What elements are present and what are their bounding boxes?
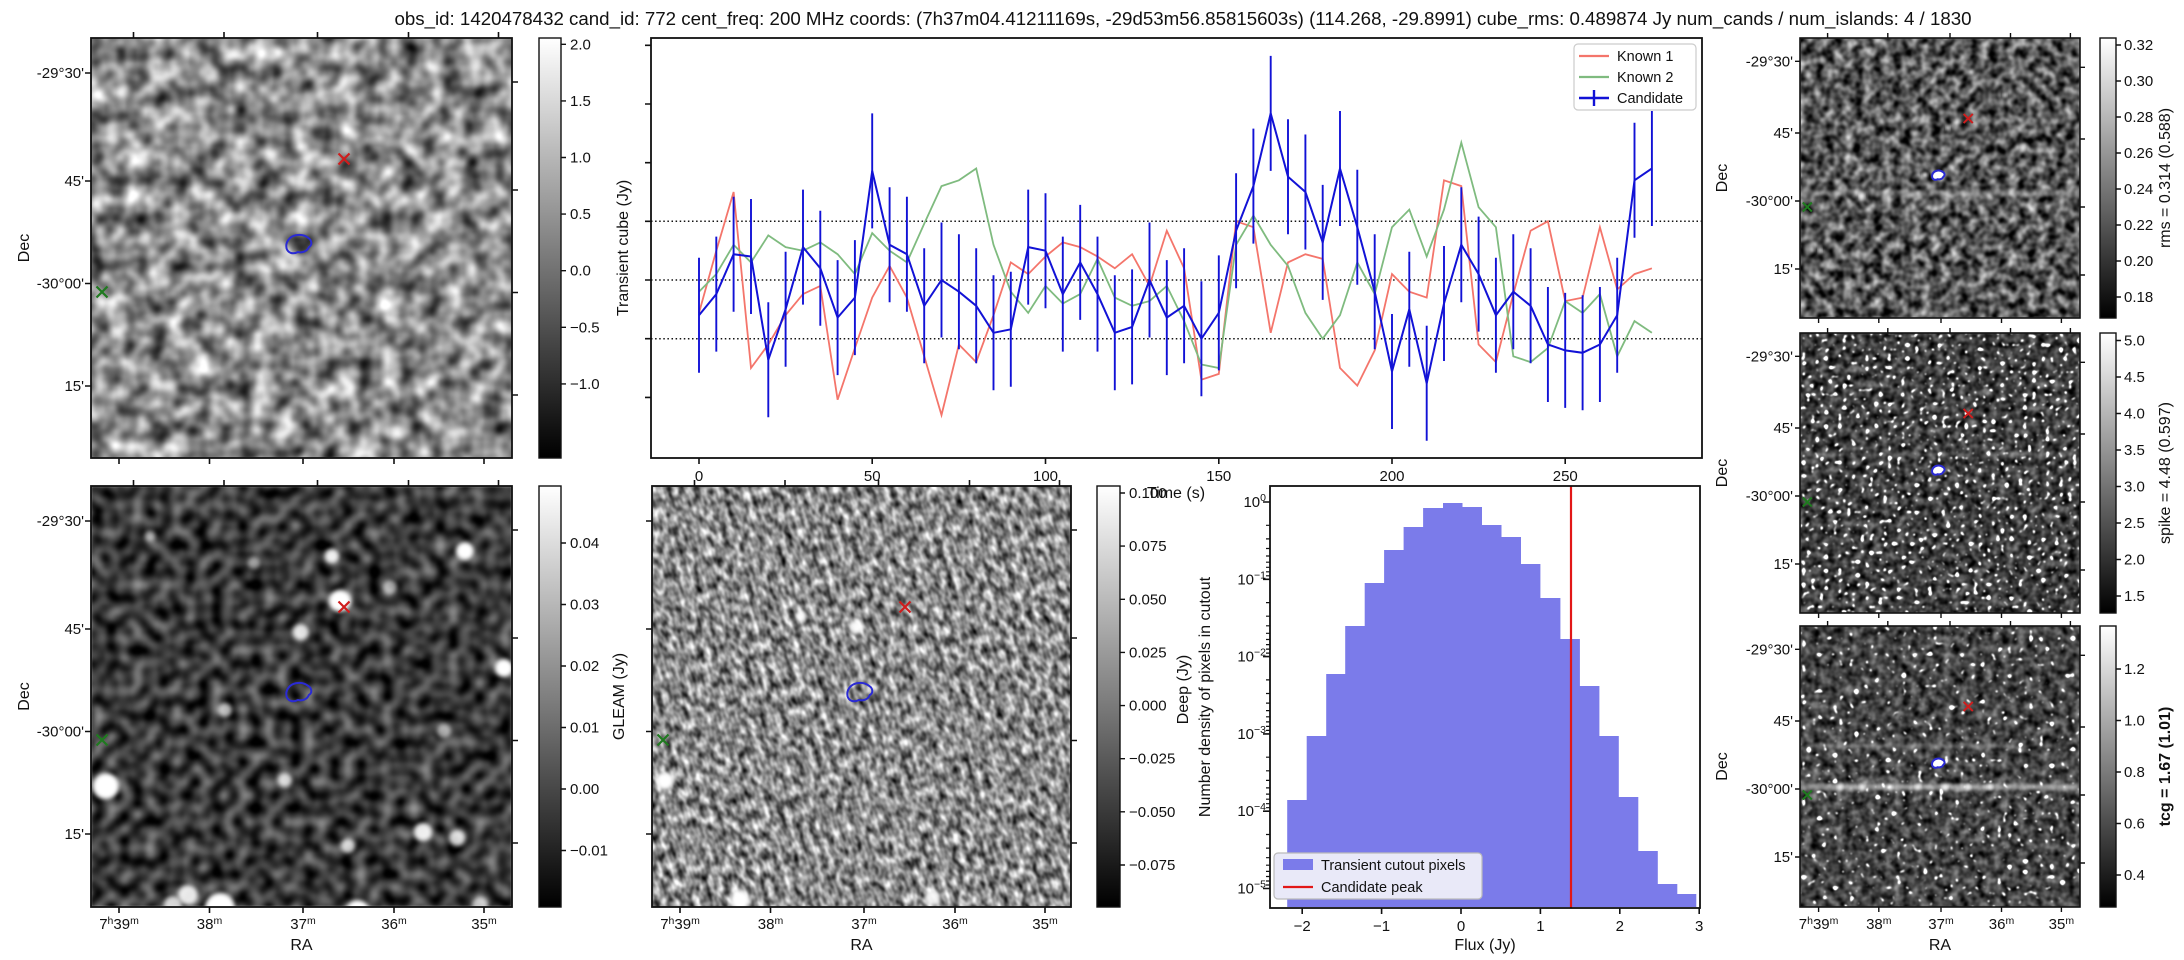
svg-text:Dec: Dec xyxy=(1714,459,1731,487)
svg-text:Dec: Dec xyxy=(16,682,33,710)
svg-text:15': 15' xyxy=(1773,556,1793,573)
svg-text:50: 50 xyxy=(864,468,881,485)
svg-text:250: 250 xyxy=(1553,468,1578,485)
svg-text:−2: −2 xyxy=(1294,918,1311,935)
svg-text:0.32: 0.32 xyxy=(2124,37,2153,54)
svg-text:GLEAM (Jy): GLEAM (Jy) xyxy=(611,653,628,740)
svg-text:0.075: 0.075 xyxy=(1129,538,1167,555)
svg-text:2.5: 2.5 xyxy=(2124,515,2145,532)
svg-text:45': 45' xyxy=(1773,420,1793,437)
svg-text:1.5: 1.5 xyxy=(2124,588,2145,605)
svg-text:3.0: 3.0 xyxy=(2124,479,2145,496)
svg-text:0.8: 0.8 xyxy=(2124,764,2145,781)
svg-text:Dec: Dec xyxy=(16,234,33,262)
svg-text:-30°00': -30°00' xyxy=(1746,193,1793,210)
svg-text:0: 0 xyxy=(1457,918,1465,935)
svg-text:0.025: 0.025 xyxy=(1129,644,1167,661)
svg-text:-30°00': -30°00' xyxy=(37,724,84,741)
svg-text:1: 1 xyxy=(1536,918,1544,935)
svg-text:Time (s): Time (s) xyxy=(1147,485,1205,502)
svg-text:-29°30': -29°30' xyxy=(37,65,84,82)
svg-text:Transient cutout pixels: Transient cutout pixels xyxy=(1321,858,1466,874)
svg-text:2: 2 xyxy=(1616,918,1624,935)
svg-text:0.050: 0.050 xyxy=(1129,591,1167,608)
svg-text:1.2: 1.2 xyxy=(2124,661,2145,678)
svg-text:-29°30': -29°30' xyxy=(1746,53,1793,70)
svg-text:−0.025: −0.025 xyxy=(1129,751,1175,768)
svg-text:Dec: Dec xyxy=(1714,164,1731,192)
svg-text:Deep (Jy): Deep (Jy) xyxy=(1175,655,1192,724)
svg-text:15': 15' xyxy=(1773,261,1793,278)
svg-text:1.5: 1.5 xyxy=(570,93,591,110)
svg-text:0.00: 0.00 xyxy=(570,781,599,798)
svg-text:0: 0 xyxy=(695,468,703,485)
svg-text:Number density of pixels in cu: Number density of pixels in cutout xyxy=(1197,576,1214,817)
svg-text:15': 15' xyxy=(64,826,84,843)
svg-text:RA: RA xyxy=(1929,937,1952,954)
svg-text:3: 3 xyxy=(1695,918,1703,935)
svg-text:−1: −1 xyxy=(1373,918,1390,935)
svg-text:5.0: 5.0 xyxy=(2124,333,2145,350)
svg-text:15': 15' xyxy=(1773,849,1793,866)
svg-text:0.24: 0.24 xyxy=(2124,181,2153,198)
svg-text:4.5: 4.5 xyxy=(2124,369,2145,386)
svg-text:-30°00': -30°00' xyxy=(37,276,84,293)
svg-text:45': 45' xyxy=(64,621,84,638)
svg-text:RA: RA xyxy=(290,937,313,954)
svg-text:−0.01: −0.01 xyxy=(570,843,608,860)
svg-text:1.0: 1.0 xyxy=(2124,713,2145,730)
svg-text:1.0: 1.0 xyxy=(570,150,591,167)
svg-text:RA: RA xyxy=(850,937,873,954)
svg-text:0.5: 0.5 xyxy=(570,206,591,223)
svg-text:Known 2: Known 2 xyxy=(1617,70,1673,86)
svg-text:Candidate: Candidate xyxy=(1617,91,1683,107)
svg-text:0.30: 0.30 xyxy=(2124,73,2153,90)
svg-text:0.22: 0.22 xyxy=(2124,217,2153,234)
svg-text:0.20: 0.20 xyxy=(2124,253,2153,270)
svg-text:-29°30': -29°30' xyxy=(37,513,84,530)
svg-text:-30°00': -30°00' xyxy=(1746,781,1793,798)
svg-text:Flux (Jy): Flux (Jy) xyxy=(1454,937,1515,954)
svg-text:0.28: 0.28 xyxy=(2124,109,2153,126)
svg-text:4.0: 4.0 xyxy=(2124,406,2145,423)
svg-text:2.0: 2.0 xyxy=(570,36,591,53)
svg-text:3.5: 3.5 xyxy=(2124,442,2145,459)
svg-text:Dec: Dec xyxy=(1714,752,1731,780)
svg-text:0.04: 0.04 xyxy=(570,535,599,552)
svg-text:45': 45' xyxy=(64,173,84,190)
svg-text:−0.5: −0.5 xyxy=(570,319,600,336)
svg-text:Transient cube (Jy): Transient cube (Jy) xyxy=(615,180,632,316)
svg-text:−0.050: −0.050 xyxy=(1129,804,1175,821)
svg-text:spike = 4.48 (0.597): spike = 4.48 (0.597) xyxy=(2157,402,2174,544)
svg-text:2.0: 2.0 xyxy=(2124,552,2145,569)
svg-text:-29°30': -29°30' xyxy=(1746,641,1793,658)
svg-text:rms = 0.314 (0.588): rms = 0.314 (0.588) xyxy=(2157,108,2174,248)
svg-text:0.18: 0.18 xyxy=(2124,289,2153,306)
svg-text:0.6: 0.6 xyxy=(2124,816,2145,833)
svg-text:−0.075: −0.075 xyxy=(1129,857,1175,874)
svg-text:−1.0: −1.0 xyxy=(570,376,600,393)
svg-text:-30°00': -30°00' xyxy=(1746,488,1793,505)
svg-text:0.0: 0.0 xyxy=(570,263,591,280)
svg-text:obs_id: 1420478432 cand_id: 77: obs_id: 1420478432 cand_id: 772 cent_fre… xyxy=(394,8,1971,30)
svg-text:150: 150 xyxy=(1206,468,1231,485)
svg-text:0.03: 0.03 xyxy=(570,597,599,614)
svg-text:100: 100 xyxy=(1033,468,1058,485)
svg-text:0.01: 0.01 xyxy=(570,720,599,737)
svg-text:0.4: 0.4 xyxy=(2124,867,2145,884)
svg-text:tcg = 1.67 (1.01): tcg = 1.67 (1.01) xyxy=(2157,707,2174,827)
svg-text:Known 1: Known 1 xyxy=(1617,49,1673,65)
svg-text:Candidate peak: Candidate peak xyxy=(1321,880,1423,896)
svg-text:200: 200 xyxy=(1379,468,1404,485)
svg-text:45': 45' xyxy=(1773,125,1793,142)
svg-text:0.000: 0.000 xyxy=(1129,698,1167,715)
svg-text:0.02: 0.02 xyxy=(570,658,599,675)
svg-text:45': 45' xyxy=(1773,713,1793,730)
svg-text:0.100: 0.100 xyxy=(1129,485,1167,502)
svg-text:0.26: 0.26 xyxy=(2124,145,2153,162)
svg-text:-29°30': -29°30' xyxy=(1746,348,1793,365)
svg-text:15': 15' xyxy=(64,378,84,395)
